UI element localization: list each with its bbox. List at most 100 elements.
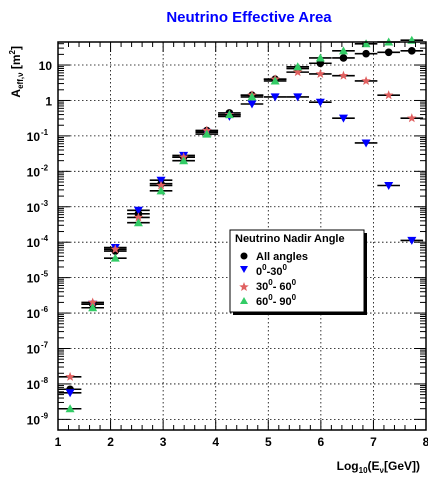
x-axis-label-sub1: 10 [359, 466, 368, 475]
y-tick-label: 10 [27, 343, 41, 357]
data-point [338, 46, 348, 55]
legend-label-0-30-sup1: 0 [262, 263, 267, 272]
data-point [202, 129, 212, 138]
data-point [65, 404, 75, 413]
y-tick-label: 1 [45, 94, 52, 108]
y-tick-label: 10 [39, 59, 53, 73]
data-point [315, 68, 326, 78]
data-point [224, 110, 234, 119]
legend-label-60-90-a: 60 [256, 296, 268, 308]
legend: Neutrino Nadir Angle All angles 00-300 3… [229, 229, 367, 315]
y-axis-label-close: ] [9, 46, 23, 50]
y-tick-label: 10 [27, 236, 41, 250]
legend-marker-0-30 [240, 266, 248, 273]
x-tick-label: 5 [265, 435, 272, 449]
legend-shadow [364, 233, 367, 315]
y-tick-exponent: -4 [41, 234, 49, 243]
data-point [384, 182, 394, 191]
data-point [315, 98, 325, 107]
series-circle [58, 47, 424, 394]
x-tick-label: 8 [423, 435, 428, 449]
y-tick-exponent: -9 [41, 411, 49, 420]
data-point [270, 93, 280, 102]
data-point [270, 76, 280, 85]
axis-ticks [57, 42, 427, 430]
legend-shadow [233, 312, 367, 315]
legend-marker-30-60 [239, 282, 249, 292]
data-point [65, 371, 75, 381]
legend-marker-all-angles [240, 252, 248, 260]
data-point [408, 47, 416, 55]
x-axis-label-tail: [GeV]) [384, 459, 420, 473]
data-point [156, 180, 166, 190]
legend-label-all-angles: All angles [256, 251, 308, 263]
y-axis-label-unit: [m [9, 54, 23, 72]
data-point [247, 100, 257, 109]
legend-label-0-30-sup2: 0 [282, 263, 287, 272]
x-axis-label-mid: (E [368, 459, 380, 473]
series-star [58, 67, 424, 381]
x-axis-label-base: Log [337, 459, 359, 473]
data-point [361, 139, 371, 148]
legend-label-30-60-mid: - 60 [273, 281, 292, 293]
y-tick-exponent: -1 [41, 128, 49, 137]
data-point [339, 54, 348, 62]
y-tick-exponent: -8 [41, 376, 49, 385]
data-point [133, 206, 143, 215]
legend-label-60-90-sup2: 0 [292, 293, 297, 302]
data-point [65, 389, 75, 398]
data-point [383, 90, 394, 100]
data-point [293, 93, 303, 102]
legend-label-60-90-sup1: 0 [268, 293, 273, 302]
data-point [361, 39, 371, 48]
y-axis-label-base: A [9, 89, 23, 98]
y-axis-label-sup: 2 [8, 49, 17, 54]
legend-box [229, 229, 365, 313]
y-tick-exponent: -3 [41, 199, 49, 208]
x-tick-label: 3 [160, 435, 167, 449]
data-point [361, 75, 371, 86]
legend-star-shape [239, 282, 249, 292]
x-tick-label: 2 [107, 435, 114, 449]
legend-label-30-60-a: 30 [256, 281, 268, 293]
data-point [292, 67, 303, 77]
data-point [384, 48, 393, 57]
y-tick-exponent: -2 [41, 163, 49, 172]
y-tick-exponent: -6 [41, 305, 49, 314]
y-tick-label: 10 [27, 165, 41, 179]
y-tick-exponent: -7 [41, 341, 49, 350]
x-tick-label: 1 [55, 435, 62, 449]
data-point [338, 70, 349, 80]
data-point [315, 53, 325, 62]
data-point [338, 114, 348, 123]
data-marks [58, 35, 424, 413]
legend-label-0-30-mid: -30 [267, 266, 283, 278]
data-point [362, 49, 370, 58]
legend-label-60-90: 600- 900 [256, 293, 297, 308]
legend-label-0-30-a: 0 [256, 266, 262, 278]
data-point [407, 113, 417, 123]
data-point [407, 236, 417, 245]
y-tick-label: 10 [27, 378, 41, 392]
legend-label-30-60-sup1: 0 [268, 278, 273, 287]
y-axis-label: Aeff,ν [m2] [8, 46, 25, 98]
x-tick-label: 4 [212, 435, 219, 449]
legend-label-60-90-mid: - 90 [273, 296, 292, 308]
y-tick-label: 10 [27, 307, 41, 321]
data-point [110, 253, 120, 262]
y-tick-label: 10 [27, 272, 41, 286]
y-tick-label: 10 [27, 201, 41, 215]
chart-title: Neutrino Effective Area [166, 9, 332, 26]
tick-labels: 1 2 3 4 5 6 7 810-910-810-710-610-510-410-310-2… [27, 59, 428, 449]
x-tick-label: 6 [318, 435, 325, 449]
data-point [156, 186, 166, 195]
legend-label-0-30: 00-300 [256, 263, 287, 278]
data-point [110, 244, 121, 254]
x-axis-label: Log10(Eν[GeV]) [337, 459, 420, 475]
x-axis-label-sub2: ν [380, 466, 385, 475]
data-point [179, 156, 189, 165]
legend-title: Neutrino Nadir Angle [235, 233, 345, 245]
legend-label-30-60-sup2: 0 [292, 278, 297, 287]
y-tick-label: 10 [27, 130, 41, 144]
